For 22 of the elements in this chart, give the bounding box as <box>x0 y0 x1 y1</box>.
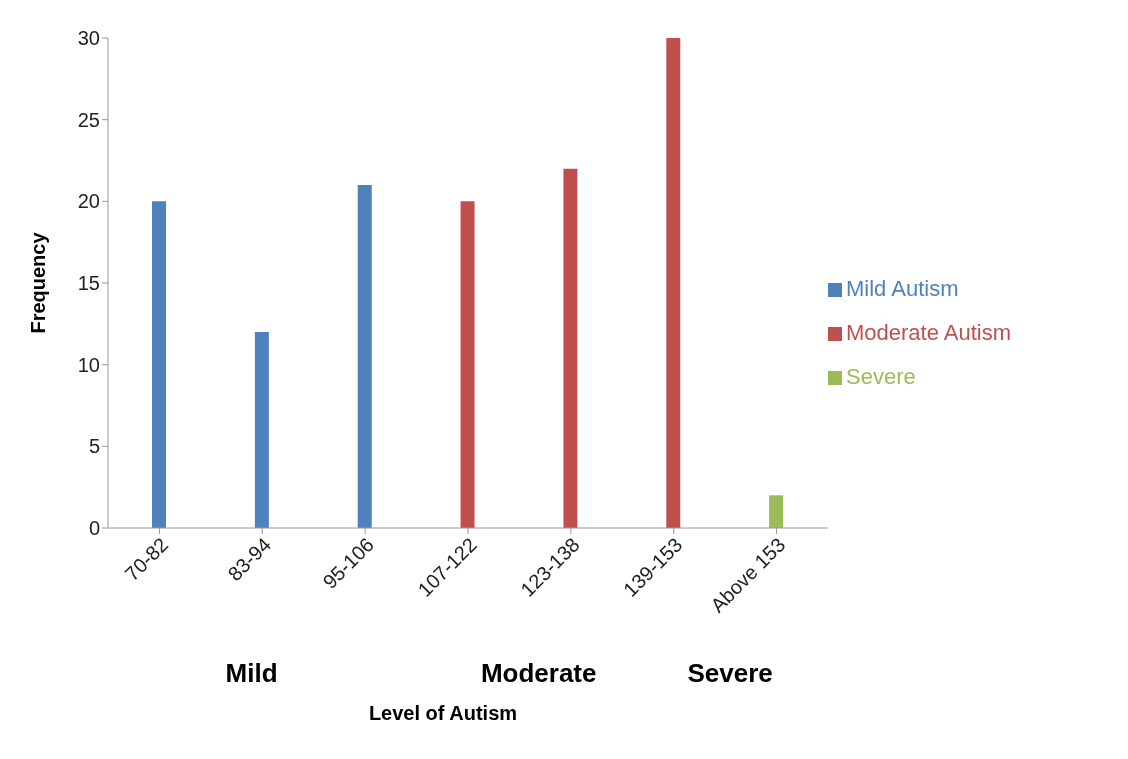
x-axis-title: Level of Autism <box>368 702 518 725</box>
y-tick-label: 15 <box>77 272 100 295</box>
y-tick-label: 20 <box>77 190 100 213</box>
bar <box>152 201 166 528</box>
bar <box>769 495 784 528</box>
y-tick-label: 5 <box>88 435 100 458</box>
bar <box>254 332 269 528</box>
text: Mild <box>225 658 278 689</box>
legend-label: Mild Autism <box>846 276 959 301</box>
text: Severe <box>687 658 773 689</box>
y-tick-label: 0 <box>88 517 100 540</box>
y-axis-title: Frequency <box>27 231 50 334</box>
bar <box>563 168 578 528</box>
bar <box>666 38 681 528</box>
y-tick-label: 30 <box>77 27 100 50</box>
text: Moderate <box>480 658 597 689</box>
bar <box>357 185 372 528</box>
y-tick-label: 10 <box>77 353 100 376</box>
bar <box>460 201 475 528</box>
legend-label: Severe <box>846 364 916 389</box>
y-tick-label: 25 <box>77 108 100 131</box>
legend-label: Moderate Autism <box>846 320 1012 345</box>
